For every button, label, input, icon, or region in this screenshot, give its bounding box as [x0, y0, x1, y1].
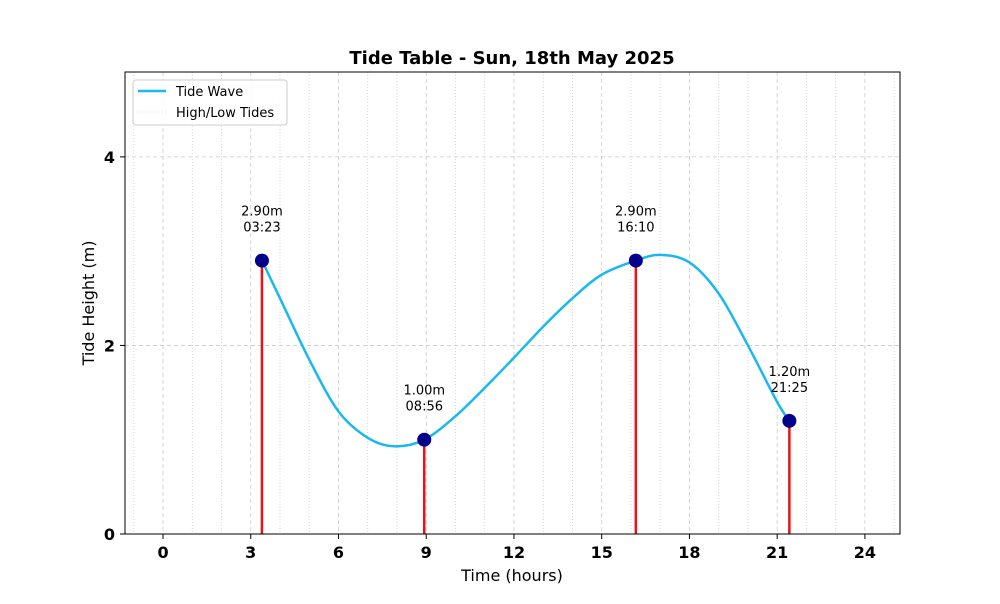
x-tick-label: 6	[333, 543, 344, 562]
x-tick-label: 24	[854, 543, 876, 562]
x-tick-label: 12	[503, 543, 525, 562]
tide-time-label: 08:56	[406, 400, 443, 415]
tide-wave-line	[260, 253, 791, 448]
x-tick-label: 3	[245, 543, 256, 562]
tide-time-label: 03:23	[243, 221, 280, 236]
tide-height-label: 1.20m	[769, 365, 811, 380]
legend-box	[132, 79, 288, 126]
y-axis-label: Tide Height (m)	[79, 241, 98, 367]
x-tick-label: 9	[421, 543, 432, 562]
tide-marker	[782, 413, 797, 428]
grid-lines	[125, 72, 900, 535]
x-axis-label: Time (hours)	[460, 566, 563, 585]
y-tick-label: 2	[104, 336, 115, 355]
x-tick-label: 0	[157, 543, 168, 562]
tide-height-label: 2.90m	[241, 205, 283, 220]
chart-title: Tide Table - Sun, 18th May 2025	[349, 48, 674, 69]
legend-tides-label: High/Low Tides	[176, 106, 274, 121]
tide-height-label: 2.90m	[615, 205, 657, 220]
tide-time-label: 21:25	[771, 381, 808, 396]
x-tick-label: 15	[591, 543, 613, 562]
y-tick-label: 0	[104, 525, 115, 544]
tide-height-label: 1.00m	[403, 384, 445, 399]
x-tick-label: 18	[678, 543, 700, 562]
y-tick-label: 4	[104, 148, 115, 167]
legend: Tide Wave High/Low Tides	[132, 79, 288, 126]
tide-marker	[417, 432, 432, 447]
x-tick-label: 21	[766, 543, 788, 562]
tide-marker	[254, 253, 269, 268]
legend-wave-label: Tide Wave	[175, 85, 243, 100]
tide-time-label: 16:10	[617, 221, 654, 236]
plot-frame	[124, 71, 901, 535]
tide-marker	[628, 253, 643, 268]
